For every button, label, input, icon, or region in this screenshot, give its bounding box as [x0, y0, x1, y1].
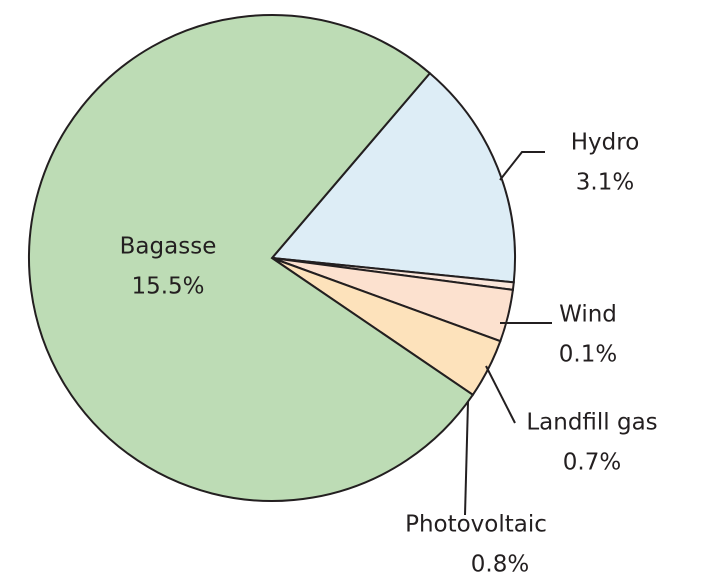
- slice-label: Photovoltaic: [405, 512, 547, 538]
- slice-label: Bagasse: [120, 234, 217, 260]
- leader-line: [485, 365, 516, 424]
- value-label: 15.5%: [131, 274, 204, 300]
- value-label: 0.1%: [559, 342, 617, 368]
- leader-line: [464, 401, 469, 516]
- slice-label: Hydro: [571, 130, 640, 156]
- value-label: 0.7%: [563, 450, 621, 476]
- pie-slice: [28, 14, 475, 502]
- slice-label: Landfill gas: [526, 410, 657, 436]
- value-label: 3.1%: [576, 170, 634, 196]
- slice-label: Wind: [559, 302, 617, 328]
- leader-line: [499, 151, 545, 181]
- value-label: 0.8%: [471, 552, 529, 576]
- pie-slice: [269, 71, 516, 284]
